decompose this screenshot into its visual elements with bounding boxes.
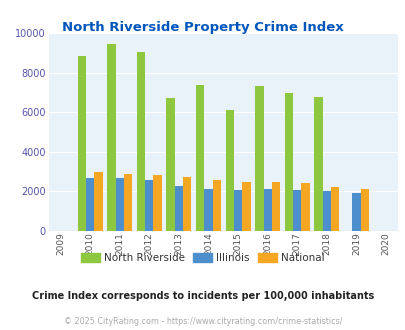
Text: © 2025 CityRating.com - https://www.cityrating.com/crime-statistics/: © 2025 CityRating.com - https://www.city… bbox=[64, 317, 341, 326]
Bar bbox=[212, 180, 220, 231]
Bar bbox=[145, 180, 153, 231]
Bar bbox=[330, 187, 339, 231]
Bar bbox=[255, 86, 263, 231]
Bar bbox=[292, 190, 301, 231]
Bar bbox=[301, 183, 309, 231]
Bar bbox=[153, 175, 161, 231]
Bar bbox=[204, 189, 212, 231]
Bar bbox=[284, 93, 292, 231]
Bar bbox=[233, 190, 242, 231]
Bar bbox=[136, 52, 145, 231]
Bar bbox=[86, 178, 94, 231]
Bar bbox=[313, 97, 322, 231]
Bar bbox=[242, 182, 250, 231]
Legend: North Riverside, Illinois, National: North Riverside, Illinois, National bbox=[77, 248, 328, 267]
Text: Crime Index corresponds to incidents per 100,000 inhabitants: Crime Index corresponds to incidents per… bbox=[32, 291, 373, 301]
Bar bbox=[183, 177, 191, 231]
Bar bbox=[94, 172, 102, 231]
Bar bbox=[322, 191, 330, 231]
Bar bbox=[271, 182, 279, 231]
Bar bbox=[166, 98, 174, 231]
Bar bbox=[263, 189, 271, 231]
Text: North Riverside Property Crime Index: North Riverside Property Crime Index bbox=[62, 21, 343, 34]
Bar bbox=[225, 110, 233, 231]
Bar bbox=[196, 85, 204, 231]
Bar bbox=[124, 174, 132, 231]
Bar bbox=[107, 44, 115, 231]
Bar bbox=[174, 186, 183, 231]
Bar bbox=[360, 189, 368, 231]
Bar bbox=[77, 56, 86, 231]
Bar bbox=[115, 178, 124, 231]
Bar bbox=[352, 193, 360, 231]
